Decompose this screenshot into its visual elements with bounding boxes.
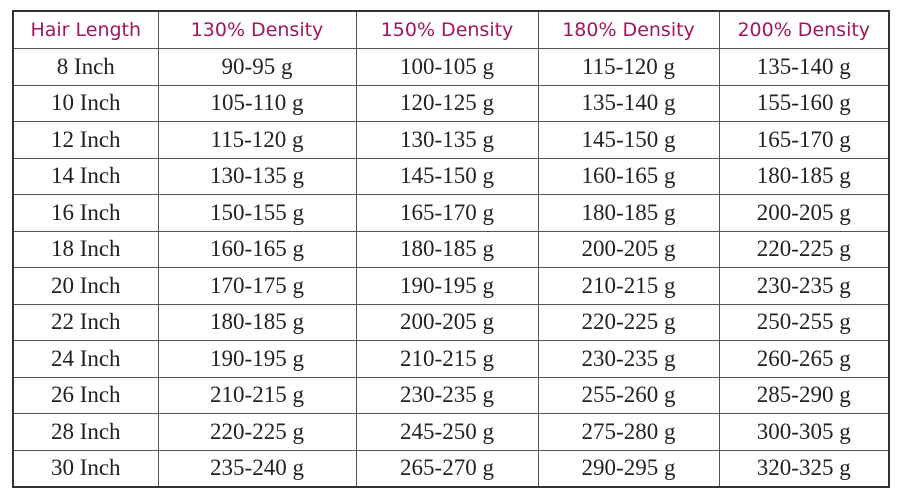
weight-cell: 170-175 g [157,267,357,305]
table-row: 24 Inch 190-195 g 210-215 g 230-235 g 260-26… [12,340,890,378]
weight-cell: 235-240 g [157,449,357,488]
weight-cell: 255-260 g [537,376,720,414]
header-row: Hair Length 130% Density 150% Density 180% … [12,10,890,49]
weight-cell: 275-280 g [537,413,720,451]
weight-cell: 190-195 g [355,267,539,305]
weight-cell: 300-305 g [718,413,890,451]
length-cell: 18 Inch [12,230,159,268]
weight-cell: 200-205 g [718,194,890,232]
table-row: 10 Inch 105-110 g 120-125 g 135-140 g 155-16… [12,84,890,122]
weight-cell: 150-155 g [157,194,357,232]
weight-cell: 100-105 g [355,48,539,86]
weight-cell: 230-235 g [355,376,539,414]
weight-cell: 105-110 g [157,84,357,122]
weight-cell: 220-225 g [718,230,890,268]
weight-cell: 260-265 g [718,340,890,378]
weight-cell: 130-135 g [355,121,539,159]
weight-cell: 90-95 g [157,48,357,86]
weight-cell: 135-140 g [718,48,890,86]
weight-cell: 245-250 g [355,413,539,451]
weight-cell: 320-325 g [718,449,890,488]
weight-cell: 230-235 g [718,267,890,305]
table-row: 16 Inch 150-155 g 165-170 g 180-185 g 200-20… [12,194,890,232]
weight-cell: 160-165 g [537,157,720,195]
table-row: 14 Inch 130-135 g 145-150 g 160-165 g 180-18… [12,157,890,195]
weight-cell: 220-225 g [537,303,720,341]
weight-cell: 165-170 g [718,121,890,159]
table-row: 22 Inch 180-185 g 200-205 g 220-225 g 250-25… [12,303,890,341]
length-cell: 28 Inch [12,413,159,451]
weight-cell: 285-290 g [718,376,890,414]
table-row: 30 Inch 235-240 g 265-270 g 290-295 g 320-32… [12,449,890,488]
weight-cell: 115-120 g [537,48,720,86]
weight-cell: 220-225 g [157,413,357,451]
header-cell: 150% Density [355,10,539,49]
weight-cell: 250-255 g [718,303,890,341]
weight-cell: 265-270 g [355,449,539,488]
weight-cell: 290-295 g [537,449,720,488]
weight-cell: 180-185 g [355,230,539,268]
table-row: 12 Inch 115-120 g 130-135 g 145-150 g 165-17… [12,121,890,159]
weight-cell: 210-215 g [537,267,720,305]
table-row: 28 Inch 220-225 g 245-250 g 275-280 g 300-30… [12,413,890,451]
weight-cell: 180-185 g [537,194,720,232]
weight-cell: 165-170 g [355,194,539,232]
weight-cell: 115-120 g [157,121,357,159]
length-cell: 24 Inch [12,340,159,378]
weight-cell: 200-205 g [355,303,539,341]
length-cell: 14 Inch [12,157,159,195]
header-cell: 130% Density [157,10,357,49]
length-cell: 16 Inch [12,194,159,232]
length-cell: 22 Inch [12,303,159,341]
density-table: Hair Length 130% Density 150% Density 180% … [12,10,890,488]
length-cell: 20 Inch [12,267,159,305]
weight-cell: 210-215 g [157,376,357,414]
weight-cell: 190-195 g [157,340,357,378]
weight-cell: 210-215 g [355,340,539,378]
weight-cell: 145-150 g [355,157,539,195]
header-cell: Hair Length [12,10,159,49]
weight-cell: 120-125 g [355,84,539,122]
table-row: 18 Inch 160-165 g 180-185 g 200-205 g 220-22… [12,230,890,268]
length-cell: 30 Inch [12,449,159,488]
table-body: 8 Inch 90-95 g 100-105 g 115-120 g 135-140 g… [12,48,890,488]
table-container: Hair Length 130% Density 150% Density 180% … [12,10,890,488]
table-row: 20 Inch 170-175 g 190-195 g 210-215 g 230-23… [12,267,890,305]
weight-cell: 145-150 g [537,121,720,159]
weight-cell: 155-160 g [718,84,890,122]
weight-cell: 230-235 g [537,340,720,378]
weight-cell: 160-165 g [157,230,357,268]
table-row: 8 Inch 90-95 g 100-105 g 115-120 g 135-140 g [12,48,890,86]
weight-cell: 135-140 g [537,84,720,122]
weight-cell: 180-185 g [718,157,890,195]
weight-cell: 130-135 g [157,157,357,195]
length-cell: 26 Inch [12,376,159,414]
header-cell: 180% Density [537,10,720,49]
length-cell: 8 Inch [12,48,159,86]
length-cell: 10 Inch [12,84,159,122]
header-cell: 200% Density [718,10,890,49]
table-row: 26 Inch 210-215 g 230-235 g 255-260 g 285-29… [12,376,890,414]
weight-cell: 180-185 g [157,303,357,341]
length-cell: 12 Inch [12,121,159,159]
weight-cell: 200-205 g [537,230,720,268]
